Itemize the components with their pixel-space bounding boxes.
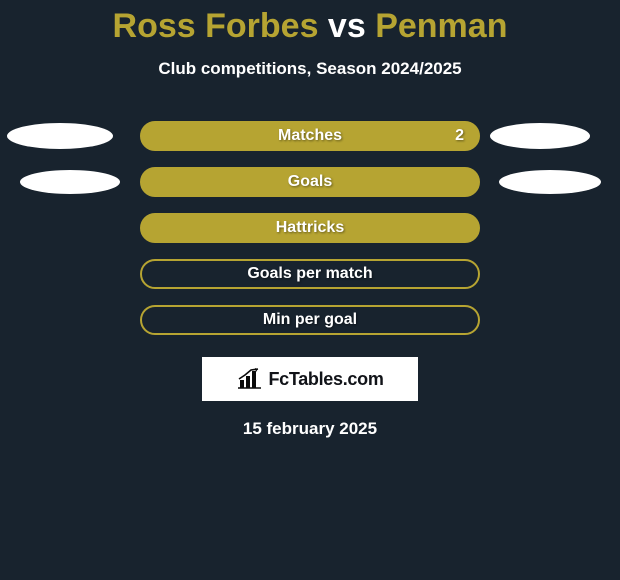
stat-bar: Min per goal [140,305,480,335]
stat-bar: Hattricks [140,213,480,243]
comparison-title: Ross Forbes vs Penman [0,0,620,45]
stat-row: Goals [0,167,620,197]
stat-bar: Matches 2 [140,121,480,151]
stat-label: Matches [278,127,342,145]
fctables-chart-icon [236,368,262,390]
stat-bar: Goals per match [140,259,480,289]
snapshot-date: 15 february 2025 [0,419,620,439]
stat-label: Hattricks [276,219,344,237]
player2-ellipse [490,123,590,149]
vs-separator: vs [318,7,375,45]
player1-ellipse [7,123,113,149]
stat-bar: Goals [140,167,480,197]
stat-row: Matches 2 [0,121,620,151]
stat-label: Goals [288,173,332,191]
player2-name: Penman [375,7,507,45]
stat-label: Goals per match [247,265,372,283]
stat-rows: Matches 2 Goals Hattricks Goals per match Min… [0,121,620,335]
logo-text: FcTables.com [268,369,383,390]
stat-row: Goals per match [0,259,620,289]
stat-label: Min per goal [263,311,357,329]
stat-row: Hattricks [0,213,620,243]
player2-ellipse [499,170,601,194]
player1-ellipse [20,170,120,194]
stat-value-right: 2 [455,127,464,145]
stat-row: Min per goal [0,305,620,335]
logo-box: FcTables.com [202,357,418,401]
player1-name: Ross Forbes [113,7,319,45]
subtitle: Club competitions, Season 2024/2025 [0,59,620,79]
